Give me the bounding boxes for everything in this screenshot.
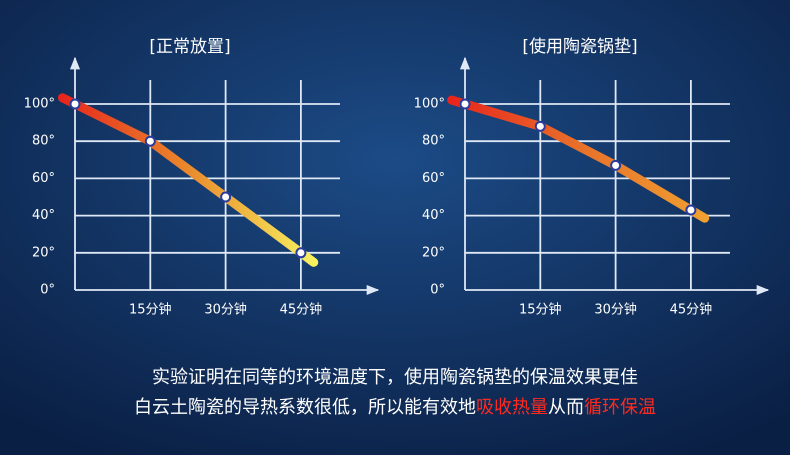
caption-text: 从而 [548, 397, 584, 418]
y-tick-label: 40° [32, 208, 55, 223]
x-tick-label: 15分钟 [129, 302, 172, 318]
y-tick-label: 100° [414, 97, 445, 112]
data-point [685, 204, 697, 216]
y-tick-label: 100° [24, 97, 55, 112]
y-tick-label: 20° [422, 245, 445, 260]
caption-highlight: 吸收热量 [476, 397, 548, 418]
y-tick-label: 60° [422, 171, 445, 186]
x-tick-label: 45分钟 [280, 302, 323, 318]
data-line [463, 99, 694, 214]
data-point [69, 98, 81, 110]
y-tick-label: 40° [422, 208, 445, 223]
x-tick-label: 30分钟 [204, 302, 247, 318]
caption-line: 实验证明在同等的环境温度下，使用陶瓷锅垫的保温效果更佳 [152, 367, 638, 388]
x-tick-label: 30分钟 [594, 302, 637, 318]
caption-highlight: 循环保温 [584, 397, 656, 418]
y-tick-label: 60° [32, 171, 55, 186]
y-tick-label: 80° [32, 134, 55, 149]
y-tick-label: 0° [40, 283, 55, 298]
data-point [610, 159, 622, 171]
y-tick-label: 80° [422, 134, 445, 149]
data-point [459, 98, 471, 110]
chart-title: [正常放置] [149, 37, 230, 57]
x-tick-label: 45分钟 [670, 302, 713, 318]
y-tick-label: 0° [430, 283, 445, 298]
data-point [144, 135, 156, 147]
x-tick-label: 15分钟 [519, 302, 562, 318]
data-line [73, 99, 304, 257]
chart-title: [使用陶瓷锅垫] [522, 36, 637, 57]
caption-line: 白云土陶瓷的导热系数很低，所以能有效地吸收热量从而循环保温 [134, 397, 656, 418]
caption-text: 白云土陶瓷的导热系数很低，所以能有效地 [134, 397, 476, 418]
data-point [534, 120, 546, 132]
data-point [295, 247, 307, 259]
y-tick-label: 20° [32, 245, 55, 260]
data-point [220, 191, 232, 203]
